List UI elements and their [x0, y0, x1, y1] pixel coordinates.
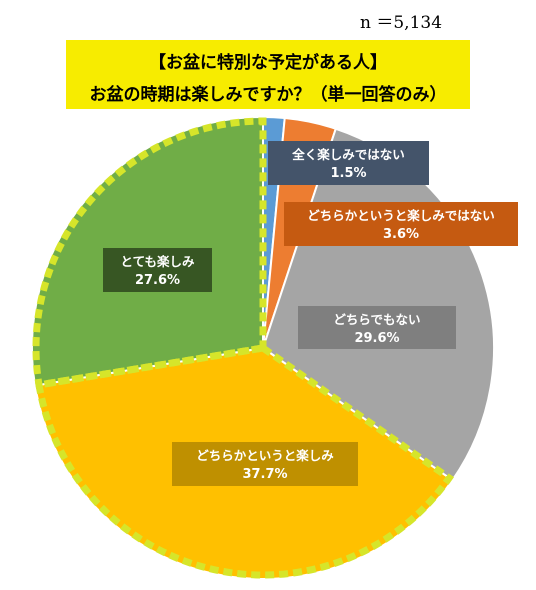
chart-title-line-2: お盆の時期は楽しみですか？（単一回答のみ） [89, 85, 447, 105]
slice-label-box-4 [172, 442, 358, 486]
slice-label-1: 全く楽しみではない [291, 147, 405, 162]
chart-title-line-1: 【お盆に特別な予定がある人】 [149, 53, 387, 73]
slice-value-label-3: 29.6% [354, 331, 399, 346]
slice-label-2: どちらかというと楽しみではない [307, 208, 495, 223]
slice-value-label-4: 37.7% [242, 467, 287, 482]
chart-title-box: 【お盆に特別な予定がある人】 お盆の時期は楽しみですか？（単一回答のみ） [66, 40, 470, 109]
slice-label-box-3 [298, 306, 456, 349]
slice-label-5: とても楽しみ [120, 254, 195, 269]
slice-label-box-5 [103, 248, 212, 292]
slice-label-box-1 [268, 141, 429, 185]
slice-label-4: どちらかというと楽しみ [196, 448, 334, 463]
slice-value-label-1: 1.5% [330, 166, 366, 181]
slice-label-box-2 [284, 202, 518, 246]
sample-size-label: n ＝5,134 [360, 13, 443, 33]
pie-slice-outline-5 [32, 117, 267, 389]
pie-slice-outline-4 [34, 344, 455, 579]
slice-label-3: どちらでもない [333, 312, 420, 327]
slice-value-label-2: 3.6% [383, 227, 419, 242]
slice-value-label-5: 27.6% [135, 273, 180, 288]
